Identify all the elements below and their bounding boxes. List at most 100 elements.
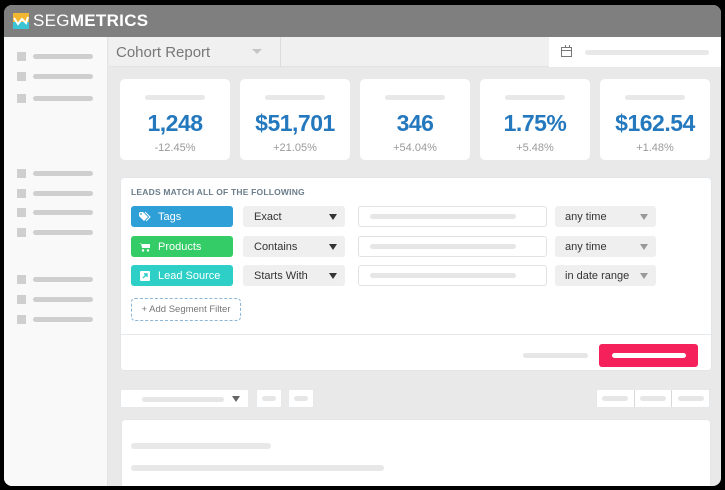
caret-down-icon <box>640 214 648 220</box>
filter-value-input[interactable] <box>358 236 547 257</box>
kpi-change: +1.48% <box>636 142 674 154</box>
view-toggle-label <box>602 396 629 401</box>
table-placeholder-line <box>131 465 384 471</box>
caret-down-icon <box>329 244 337 250</box>
kpi-label <box>265 95 325 100</box>
kpi-change: +21.05% <box>273 142 317 154</box>
sidebar-item[interactable] <box>17 227 93 237</box>
sidebar-item-label <box>33 316 93 322</box>
filter-operator-value: Starts With <box>254 269 308 282</box>
cart-icon <box>139 242 151 252</box>
sidebar-item[interactable] <box>17 51 93 61</box>
sidebar-item-label <box>33 73 93 79</box>
control-button[interactable] <box>288 389 314 408</box>
view-toggle-label <box>640 396 666 401</box>
sidebar-item-label <box>33 276 93 282</box>
view-toggle-option[interactable] <box>635 390 673 407</box>
filter-value-input[interactable] <box>358 206 547 227</box>
sidebar-item[interactable] <box>17 93 93 103</box>
sidebar-item-icon <box>17 71 26 81</box>
brand-name: SEGMETRICS <box>33 11 148 31</box>
sidebar-item-label <box>33 209 93 215</box>
cohort-table <box>121 419 711 486</box>
sidebar-item-icon <box>17 274 26 284</box>
sidebar-item[interactable] <box>17 168 93 178</box>
sidebar-item-icon <box>17 188 26 198</box>
filter-time-value: in date range <box>565 269 630 282</box>
add-segment-filter-button[interactable]: + Add Segment Filter <box>131 298 241 321</box>
filter-field-label: Lead Source <box>158 269 221 282</box>
filter-time-value: any time <box>565 210 607 223</box>
kpi-label <box>145 95 205 100</box>
secondary-action-link[interactable] <box>523 353 588 358</box>
view-toggle-label <box>677 396 704 401</box>
filter-time-value: any time <box>565 240 607 253</box>
filter-row: Tags Exact any time <box>131 206 711 227</box>
kpi-value: $162.54 <box>615 110 695 136</box>
sidebar-item[interactable] <box>17 188 93 198</box>
segment-filter-panel: LEADS MATCH ALL OF THE FOLLOWING Tags Ex… <box>120 177 712 371</box>
group-by-value <box>142 397 224 402</box>
filter-row: Lead Source Starts With in date range <box>131 265 711 286</box>
filter-field-products[interactable]: Products <box>131 236 233 257</box>
sidebar-item-label <box>33 190 93 196</box>
date-range-picker[interactable] <box>549 37 721 67</box>
sidebar-item[interactable] <box>17 274 93 284</box>
kpi-card: 1,248 -12.45% <box>120 79 230 160</box>
sidebar-item-label <box>33 95 93 101</box>
view-toggle-option[interactable] <box>672 390 709 407</box>
filter-operator-value: Exact <box>254 210 282 223</box>
filter-field-tags[interactable]: Tags <box>131 206 233 227</box>
tag-icon <box>139 211 151 222</box>
kpi-value: 1,248 <box>147 110 203 136</box>
calendar-icon <box>561 45 572 57</box>
sidebar <box>4 37 108 486</box>
sidebar-item[interactable] <box>17 314 93 324</box>
view-toggle-option[interactable] <box>597 390 635 407</box>
kpi-card: 346 +54.04% <box>360 79 470 160</box>
kpi-card: $162.54 +1.48% <box>600 79 710 160</box>
divider <box>121 334 711 335</box>
filter-time-select[interactable]: in date range <box>555 265 656 286</box>
filter-value-input[interactable] <box>358 265 547 286</box>
filter-operator-value: Contains <box>254 240 298 253</box>
kpi-value: $51,701 <box>255 110 335 136</box>
caret-down-icon <box>640 273 648 279</box>
caret-down-icon <box>329 273 337 279</box>
filter-field-label: Tags <box>158 210 182 223</box>
filter-operator-select[interactable]: Starts With <box>243 265 345 286</box>
filter-row: Products Contains any time <box>131 236 711 257</box>
kpi-label <box>625 95 685 100</box>
caret-down-icon <box>640 244 648 250</box>
caret-down-icon <box>329 214 337 220</box>
sidebar-item[interactable] <box>17 207 93 217</box>
filter-operator-select[interactable]: Contains <box>243 236 345 257</box>
sidebar-item-label <box>33 229 93 235</box>
sidebar-item[interactable] <box>17 294 93 304</box>
report-select[interactable]: Cohort Report <box>109 37 281 67</box>
filter-time-select[interactable]: any time <box>555 236 656 257</box>
filter-field-lead-source[interactable]: Lead Source <box>131 265 233 286</box>
title-bar: SEGMETRICS <box>4 5 721 37</box>
brand-name-bold: METRICS <box>69 11 149 30</box>
filter-field-label: Products <box>158 240 202 253</box>
sidebar-item-icon <box>17 227 26 237</box>
report-toolbar: Cohort Report <box>109 37 721 67</box>
kpi-card: $51,701 +21.05% <box>240 79 350 160</box>
filter-time-select[interactable]: any time <box>555 206 656 227</box>
sidebar-item-icon <box>17 294 26 304</box>
table-controls <box>4 389 721 408</box>
filter-value-placeholder <box>370 273 516 278</box>
view-toggle-group <box>596 389 710 408</box>
control-button-label <box>294 396 308 401</box>
run-report-button[interactable] <box>599 344 698 367</box>
filter-value-placeholder <box>370 244 516 249</box>
chevron-down-icon <box>252 49 262 54</box>
sidebar-item[interactable] <box>17 71 93 81</box>
filter-operator-select[interactable]: Exact <box>243 206 345 227</box>
app-window: SEGMETRICS Cohort Report 1,248 -12.45% $… <box>4 5 721 486</box>
group-by-select[interactable] <box>120 389 249 408</box>
table-placeholder-line <box>131 443 271 449</box>
control-button[interactable] <box>256 389 282 408</box>
caret-down-icon <box>232 396 240 402</box>
